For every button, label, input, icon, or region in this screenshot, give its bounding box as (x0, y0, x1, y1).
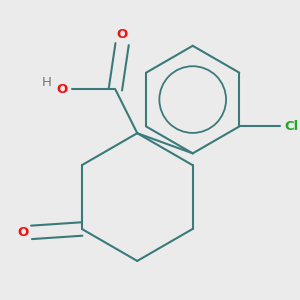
Text: Cl: Cl (284, 120, 298, 133)
Text: H: H (41, 76, 51, 89)
Text: O: O (17, 226, 29, 239)
Text: O: O (57, 83, 68, 96)
Text: O: O (116, 28, 128, 41)
